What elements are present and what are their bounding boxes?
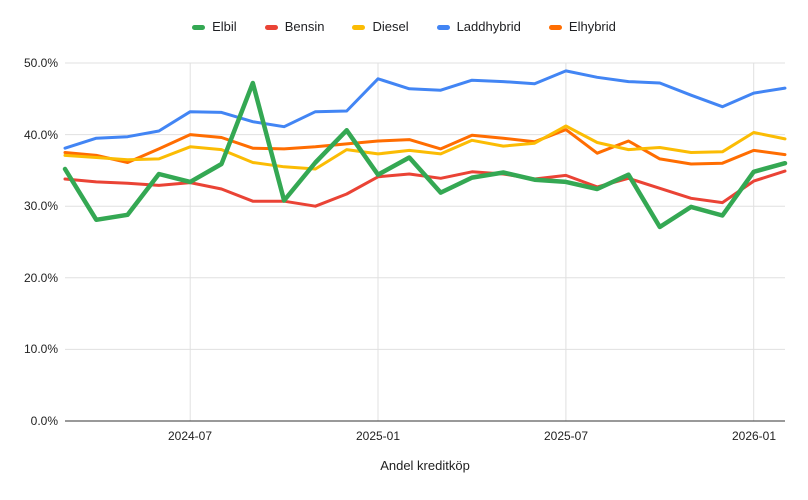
legend-item-elhybrid[interactable]: Elhybrid [548, 19, 616, 35]
y-tick-label: 0.0% [30, 414, 58, 428]
legend-label: Laddhybrid [456, 19, 521, 34]
y-tick-label: 50.0% [23, 56, 58, 70]
legend-item-elbil[interactable]: Elbil [192, 19, 237, 35]
series-line-diesel [63, 124, 787, 171]
y-tick-label: 30.0% [23, 199, 58, 213]
x-axis-title: Andel kreditköp [380, 458, 470, 473]
x-tick-label: 2025-07 [543, 429, 589, 443]
chart-legend: Elbil Bensin Diesel Laddhybrid Elhybrid [0, 19, 808, 35]
legend-swatch-icon [264, 24, 278, 30]
legend-swatch-icon [436, 24, 450, 30]
x-tick-label: 2026-01 [731, 429, 777, 443]
series-line-elbil [62, 80, 788, 230]
legend-label: Elhybrid [568, 19, 616, 34]
legend-swatch-icon [192, 24, 206, 30]
series-line-laddhybrid [63, 69, 787, 150]
legend-label: Elbil [212, 19, 237, 34]
legend-label: Diesel [372, 19, 409, 34]
legend-label: Bensin [284, 19, 325, 34]
x-tick-label: 2024-07 [167, 429, 213, 443]
legend-item-diesel[interactable]: Diesel [352, 19, 409, 35]
legend-swatch-icon [352, 24, 366, 30]
series-line-elhybrid [63, 128, 787, 166]
legend-item-bensin[interactable]: Bensin [264, 19, 325, 35]
legend-swatch-icon [548, 24, 562, 30]
y-tick-label: 20.0% [23, 271, 58, 285]
legend-item-laddhybrid[interactable]: Laddhybrid [436, 19, 521, 35]
y-tick-label: 40.0% [23, 128, 58, 142]
y-tick-label: 10.0% [23, 342, 58, 356]
x-tick-label: 2025-01 [355, 429, 401, 443]
